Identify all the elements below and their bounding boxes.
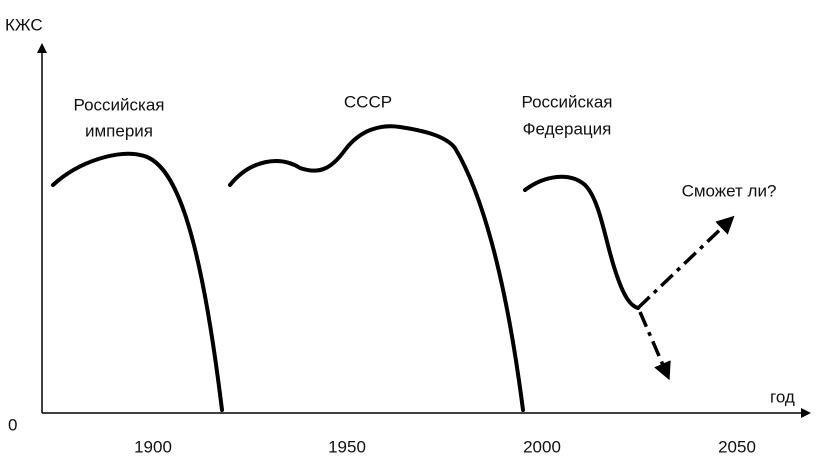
curve-label: Федерация [523,119,612,138]
x-tick-label: 2050 [718,437,756,456]
y-axis-label: КЖС [5,15,43,34]
x-tick-label: 1950 [328,437,366,456]
x-tick-label: 2000 [523,437,561,456]
question-label: Сможет ли? [682,181,777,200]
x-tick-label: 1900 [134,437,172,456]
curve-label: Российская [521,92,612,111]
curve-label: империя [85,121,153,140]
empire-curve [51,151,224,412]
origin-label: 0 [8,415,17,434]
x-axis-label: год [770,387,795,406]
curve-label: Российская [73,95,164,114]
fall-arrow [638,311,671,381]
ussr-curve [228,124,525,412]
federation-curve [523,174,640,310]
curve-label: СССР [344,92,392,111]
rise-arrow [636,215,735,310]
